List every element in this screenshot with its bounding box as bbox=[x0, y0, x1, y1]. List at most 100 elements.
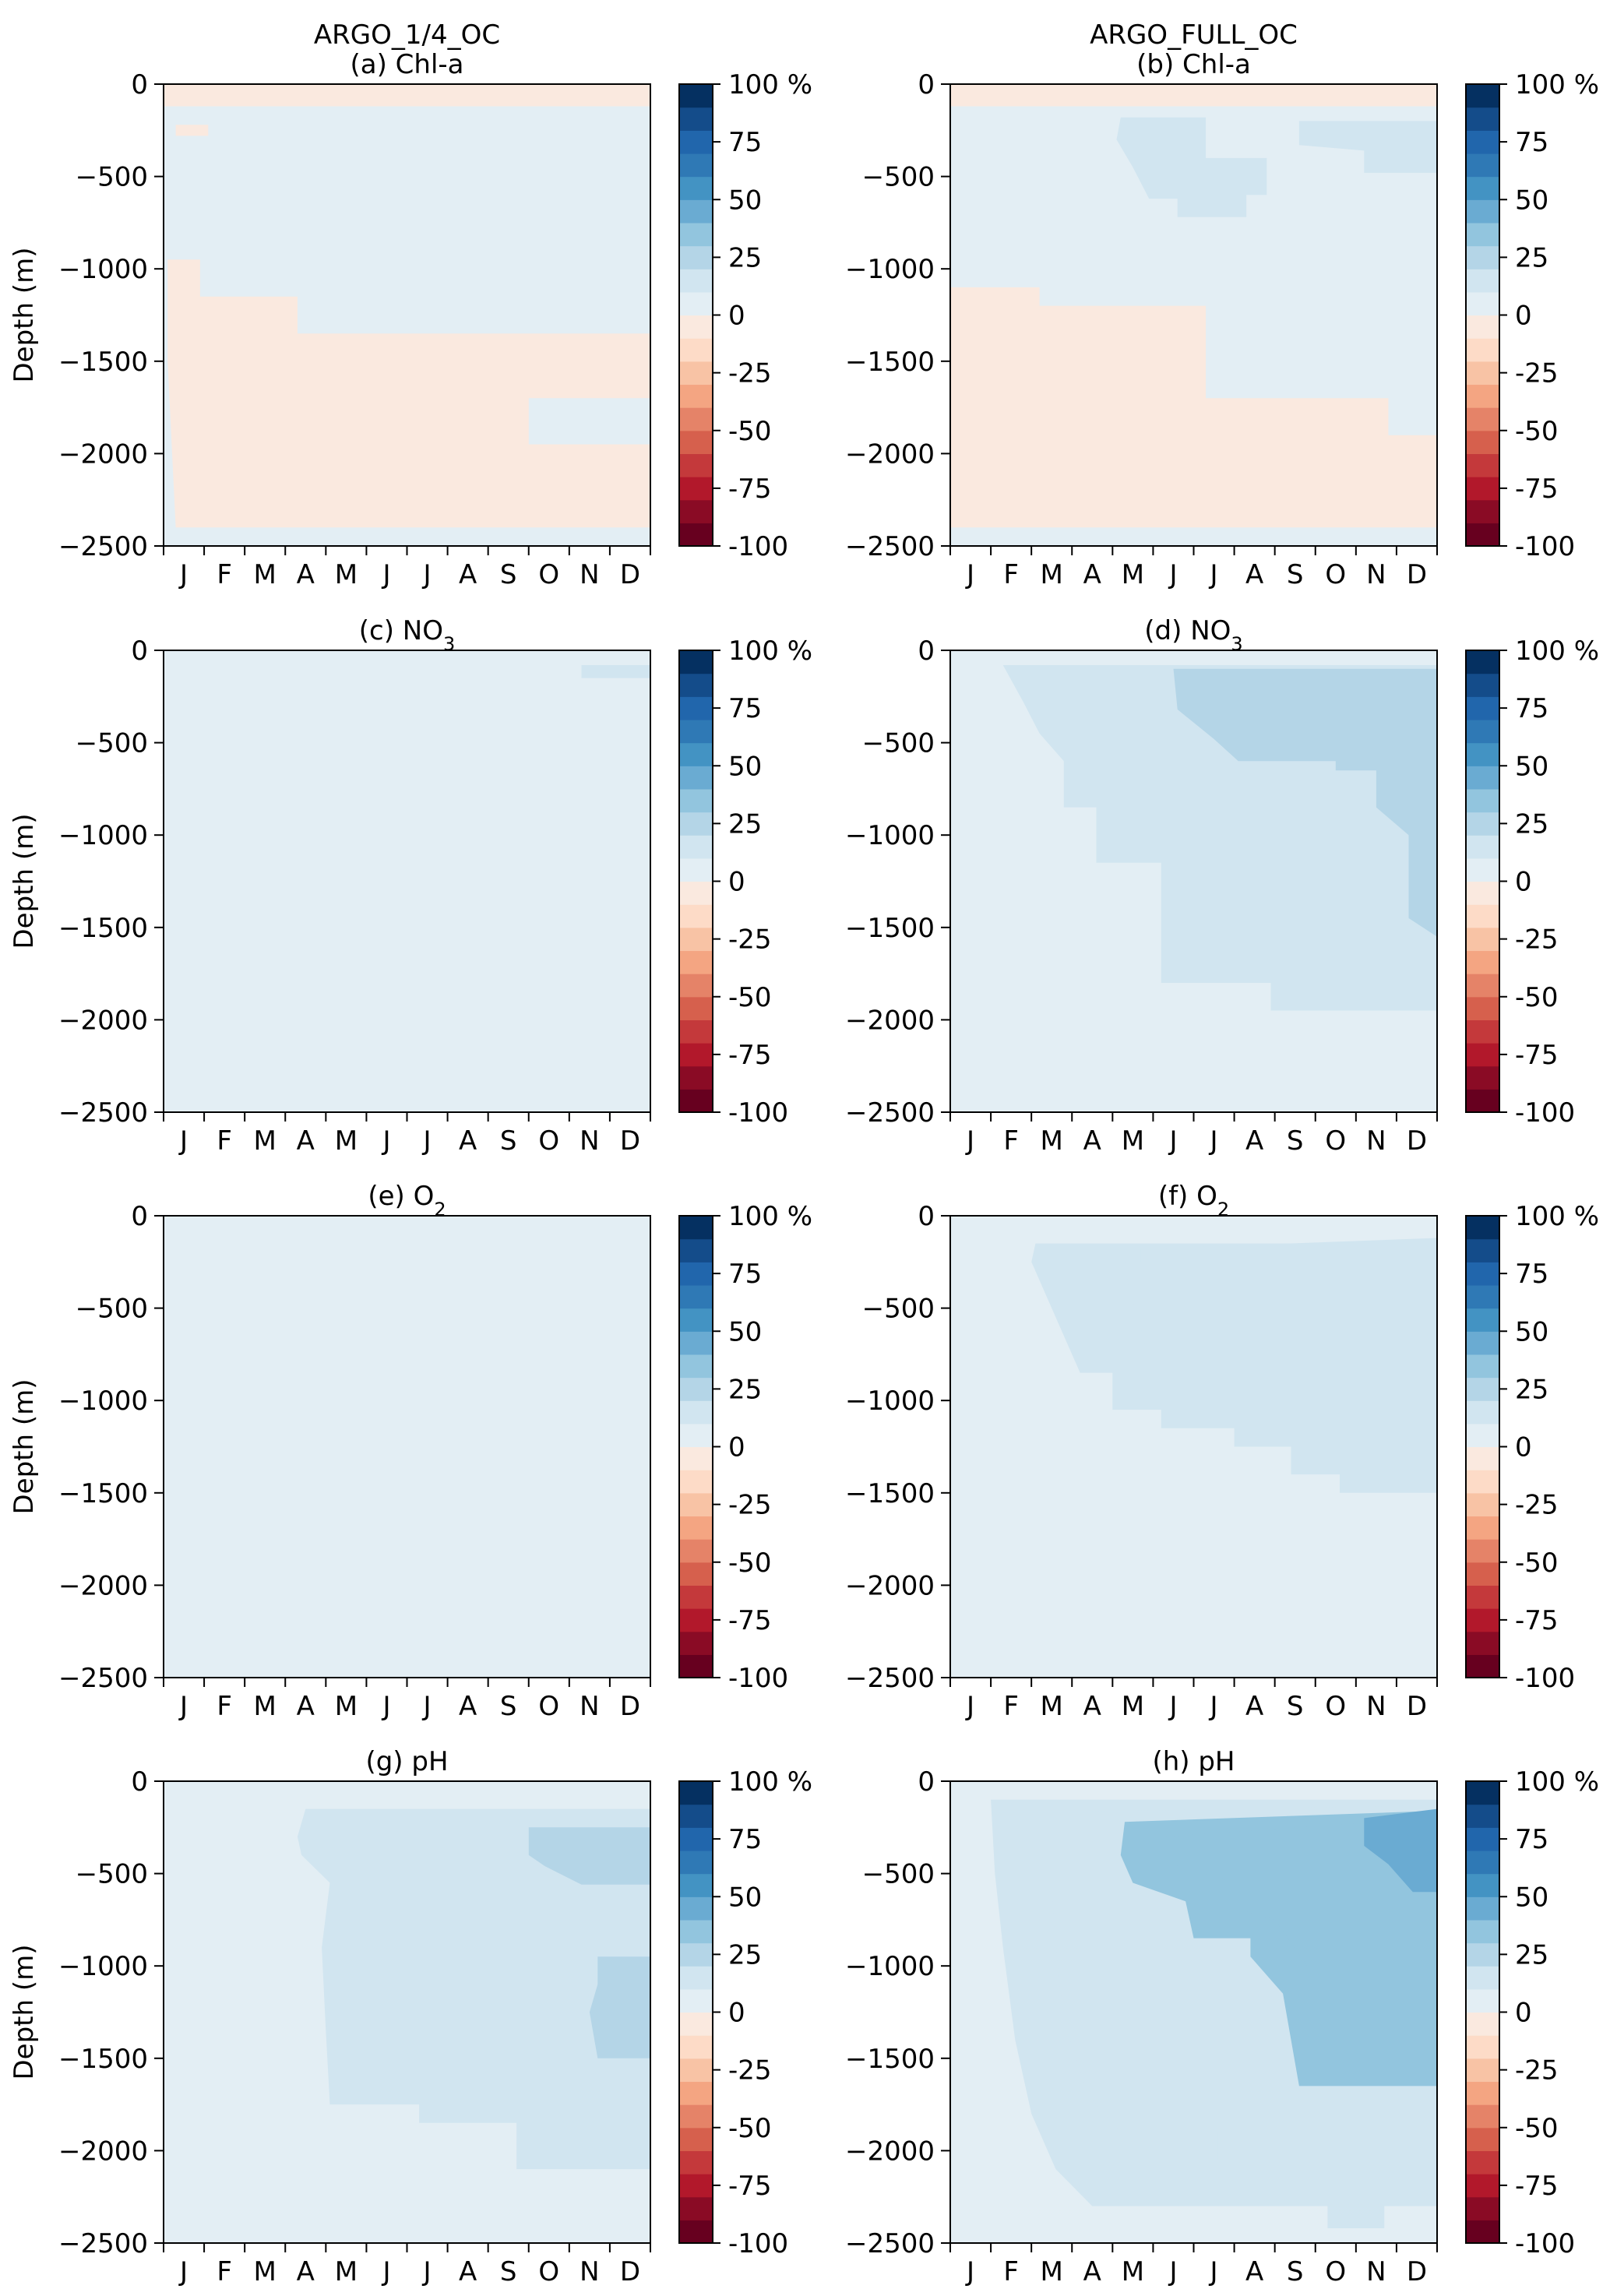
colorbar-segment bbox=[679, 996, 713, 1020]
y-tick-label: −1500 bbox=[58, 2044, 148, 2075]
colorbar-tick-label: -75 bbox=[1515, 1040, 1559, 1071]
y-tick-label: 0 bbox=[918, 1201, 935, 1232]
colorbar-segment bbox=[679, 1308, 713, 1332]
x-tick-label: A bbox=[297, 559, 315, 590]
colorbar-segment bbox=[679, 1216, 713, 1240]
y-tick-label: −2000 bbox=[845, 1570, 935, 1601]
colorbar-tick-label: -50 bbox=[728, 982, 772, 1013]
x-tick-label: J bbox=[381, 1691, 390, 1722]
colorbar-tick-label: 0 bbox=[1515, 867, 1532, 898]
colorbar-segment bbox=[679, 2196, 713, 2220]
x-tick-label: D bbox=[1407, 2256, 1427, 2287]
colorbar-tick-label: 50 bbox=[1515, 1882, 1548, 1913]
colorbar-segment bbox=[1466, 1896, 1499, 1921]
x-tick-label: N bbox=[1366, 1125, 1386, 1157]
colorbar-segment bbox=[679, 199, 713, 224]
colorbar-segment bbox=[679, 1043, 713, 1067]
x-tick-label: J bbox=[1209, 559, 1218, 590]
colorbar-tick-label: -75 bbox=[728, 474, 772, 505]
colorbar-tick-label: 75 bbox=[1515, 127, 1548, 158]
colorbar-tick-label: 100 % bbox=[1515, 1201, 1599, 1232]
colorbar-segment bbox=[679, 222, 713, 247]
field-regions bbox=[991, 1799, 1437, 2228]
x-tick-label: F bbox=[1003, 1125, 1019, 1157]
colorbar-segment bbox=[1466, 1308, 1499, 1332]
colorbar-segment bbox=[679, 291, 713, 316]
x-tick-label: J bbox=[178, 2256, 188, 2287]
colorbar-tick-label: 50 bbox=[1515, 1316, 1548, 1347]
y-tick-label: 0 bbox=[131, 69, 148, 100]
colorbar-segment bbox=[1466, 1284, 1499, 1309]
y-axis-label: Depth (m) bbox=[9, 1379, 40, 1514]
colorbar-segment bbox=[679, 2081, 713, 2105]
colorbar-segment bbox=[1466, 1585, 1499, 1609]
colorbar-segment bbox=[1466, 1804, 1499, 1828]
colorbar-segment bbox=[679, 361, 713, 386]
anomaly-region bbox=[950, 287, 1437, 528]
colorbar-segment bbox=[1466, 2035, 1499, 2059]
x-tick-label: A bbox=[459, 1691, 477, 1722]
colorbar-segment bbox=[1466, 950, 1499, 974]
y-tick-label: −2500 bbox=[58, 1097, 148, 1129]
y-tick-label: −1500 bbox=[845, 2044, 935, 2075]
colorbar-tick-label: -100 bbox=[728, 1663, 788, 1694]
colorbar-tick-label: 100 % bbox=[728, 69, 812, 100]
y-tick-label: −2000 bbox=[58, 2136, 148, 2167]
x-tick-label: J bbox=[1168, 1691, 1177, 1722]
x-tick-label: A bbox=[459, 559, 477, 590]
colorbar-segment bbox=[679, 1988, 713, 2013]
colorbar-tick-label: 0 bbox=[1515, 1998, 1532, 2029]
colorbar-segment bbox=[1466, 766, 1499, 790]
y-tick-label: 0 bbox=[918, 636, 935, 667]
y-tick-label: −1500 bbox=[845, 347, 935, 378]
colorbar-segment bbox=[679, 269, 713, 293]
x-tick-label: F bbox=[1003, 2256, 1019, 2287]
colorbar-segment bbox=[1466, 199, 1499, 224]
colorbar-segment bbox=[1466, 1043, 1499, 1067]
x-tick-label: D bbox=[1407, 559, 1427, 590]
colorbar-segment bbox=[1466, 1446, 1499, 1470]
colorbar-segment bbox=[679, 1089, 713, 1113]
x-tick-label: A bbox=[297, 1691, 315, 1722]
x-tick-label: A bbox=[1245, 559, 1263, 590]
colorbar-segment bbox=[679, 1516, 713, 1540]
colorbar-segment bbox=[679, 2012, 713, 2036]
column-title: ARGO_1/4_OC bbox=[314, 19, 500, 51]
colorbar-segment bbox=[1466, 1608, 1499, 1632]
panel-title: (g) pH bbox=[365, 1746, 448, 1777]
y-tick-label: 0 bbox=[918, 1766, 935, 1798]
colorbar-tick-label: 75 bbox=[728, 1259, 762, 1290]
y-tick-label: −1000 bbox=[58, 1951, 148, 1982]
x-tick-label: D bbox=[1407, 1125, 1427, 1157]
y-tick-label: −500 bbox=[862, 1294, 935, 1325]
y-tick-label: −1500 bbox=[845, 1478, 935, 1509]
colorbar-segment bbox=[679, 499, 713, 523]
colorbar-tick-label: -25 bbox=[1515, 2055, 1559, 2086]
colorbar-tick-label: 50 bbox=[728, 751, 762, 782]
colorbar-segment bbox=[1466, 1238, 1499, 1262]
colorbar-tick-label: 75 bbox=[1515, 1824, 1548, 1855]
y-tick-label: −1500 bbox=[58, 913, 148, 944]
anomaly-region bbox=[950, 84, 1437, 107]
colorbar-segment bbox=[679, 1284, 713, 1309]
colorbar-segment bbox=[679, 1400, 713, 1424]
x-tick-label: M bbox=[1122, 2256, 1144, 2287]
colorbar-segment bbox=[679, 1354, 713, 1379]
x-tick-label: N bbox=[580, 1691, 599, 1722]
colorbar-segment bbox=[1466, 2150, 1499, 2175]
x-tick-label: F bbox=[1003, 1691, 1019, 1722]
colorbar-segment bbox=[679, 1562, 713, 1586]
x-tick-label: N bbox=[580, 2256, 599, 2287]
colorbar-tick-label: 50 bbox=[728, 1316, 762, 1347]
colorbar-tick-label: 50 bbox=[728, 1882, 762, 1913]
colorbar-segment bbox=[679, 650, 713, 674]
colorbar-tick-label: 0 bbox=[728, 867, 745, 898]
x-tick-label: O bbox=[538, 1691, 559, 1722]
colorbar-segment bbox=[1466, 1423, 1499, 1448]
colorbar-segment bbox=[1466, 2012, 1499, 2036]
colorbar-segment bbox=[1466, 1562, 1499, 1586]
colorbar-segment bbox=[1466, 812, 1499, 836]
x-tick-label: O bbox=[538, 2256, 559, 2287]
y-tick-label: −2000 bbox=[845, 2136, 935, 2167]
colorbar-segment bbox=[679, 130, 713, 154]
